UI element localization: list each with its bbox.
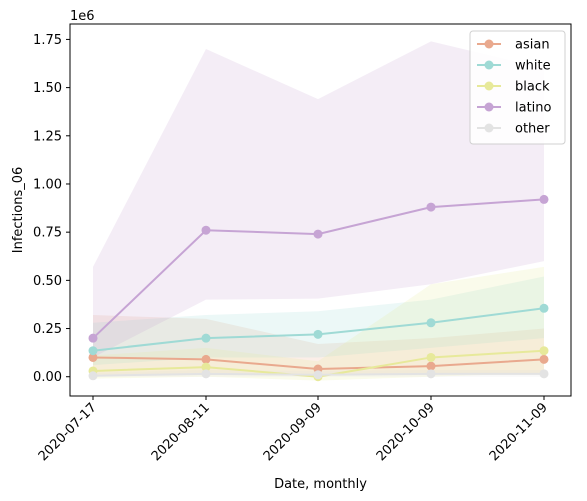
legend-label-latino: latino: [515, 101, 552, 116]
point-other: [88, 371, 98, 381]
y-axis-label: Infections_06: [11, 167, 26, 254]
point-latino: [539, 194, 549, 204]
point-latino: [313, 229, 323, 239]
y-tick-label: 0.50: [33, 274, 62, 289]
point-other: [539, 369, 549, 379]
legend-label-black: black: [515, 80, 550, 95]
point-white: [426, 318, 436, 328]
point-black: [426, 352, 436, 362]
band-latino: [93, 41, 544, 358]
y-tick-label: 1.25: [33, 129, 62, 144]
legend-marker-asian: [484, 39, 494, 49]
point-white: [88, 346, 98, 356]
point-other: [426, 369, 436, 379]
legend-marker-white: [484, 60, 494, 70]
x-tick-label: 2020-07-17: [36, 400, 100, 464]
y-tick-label: 0.25: [33, 322, 62, 337]
x-axis-label: Date, monthly: [274, 477, 367, 492]
series-markers: [88, 194, 549, 382]
point-white: [201, 333, 211, 343]
band-black: [93, 266, 544, 381]
point-asian: [426, 361, 436, 371]
point-black: [539, 346, 549, 356]
band-white: [93, 276, 544, 366]
legend-marker-other: [484, 123, 494, 133]
point-black: [201, 362, 211, 372]
point-latino: [201, 225, 211, 235]
legend-box: [469, 30, 566, 145]
legend-marker-latino: [484, 102, 494, 112]
point-other: [313, 370, 323, 380]
y-tick-label: 1.75: [33, 33, 62, 48]
y-tick-label: 0.00: [33, 370, 62, 385]
y-tick-label: 1.00: [33, 177, 62, 192]
x-tick-label: 2020-08-11: [149, 400, 213, 464]
point-latino: [426, 202, 436, 212]
legend-label-white: white: [515, 59, 551, 74]
y-axis: 0.00 0.25 0.50 0.75 1.00 1.25 1.50 1.75: [33, 33, 70, 385]
plot-area-frame: [69, 23, 572, 397]
x-axis: 2020-07-17 2020-08-11 2020-09-09 2020-10-09…: [36, 396, 551, 464]
y-tick-label: 1.50: [33, 81, 62, 96]
legend-marker-black: [484, 81, 494, 91]
point-asian: [201, 354, 211, 364]
point-other: [201, 369, 211, 379]
legend-label-asian: asian: [515, 38, 550, 53]
y-tick-label: 0.75: [33, 226, 62, 241]
point-asian: [88, 352, 98, 362]
point-latino: [88, 333, 98, 343]
y-multiplier-label: 1e6: [70, 9, 95, 24]
x-tick-label: 2020-09-09: [261, 400, 325, 464]
point-white: [539, 303, 549, 313]
legend-label-other: other: [515, 122, 550, 137]
point-asian: [539, 354, 549, 364]
x-tick-label: 2020-10-09: [374, 400, 438, 464]
x-tick-label: 2020-11-09: [487, 400, 551, 464]
point-white: [313, 329, 323, 339]
legend: asian white black latino other: [469, 30, 566, 145]
